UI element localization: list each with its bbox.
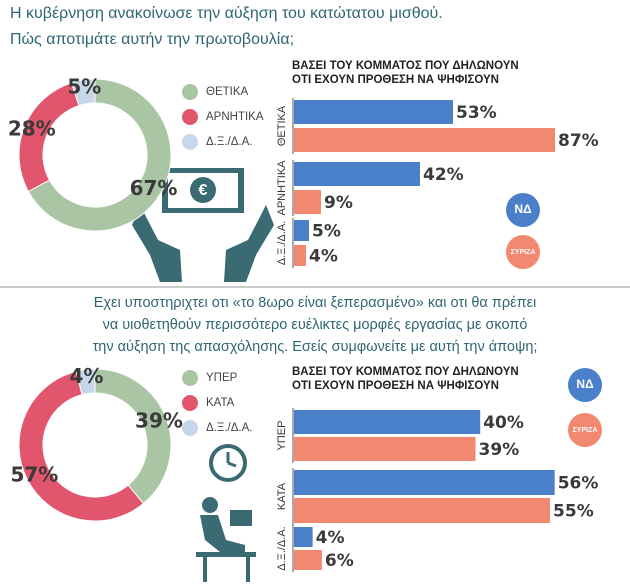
value-label: 39% <box>479 440 520 460</box>
value-label: 4% <box>316 528 345 548</box>
category-label: ΘΕΤΙΚΑ <box>276 105 288 146</box>
legend-label: ΝΔ <box>576 377 594 391</box>
svg-text:€: € <box>199 182 208 199</box>
bar <box>294 527 313 547</box>
donut-segment <box>70 78 96 107</box>
value-label: 53% <box>456 103 497 123</box>
category-label: ΥΠΕΡ <box>276 421 288 451</box>
bar <box>294 437 476 461</box>
bar <box>294 410 481 434</box>
value-label: 5% <box>67 74 101 98</box>
donut-segment <box>27 78 172 232</box>
legend-label: ΑΡΝΗΤΙΚΑ <box>206 111 264 123</box>
category-label: ΑΡΝΗΤΙΚΑ <box>276 160 288 216</box>
chart-title: Πώς αποτιμάτε αυτήν την πρωτοβουλία; <box>10 31 294 48</box>
legend-logo <box>506 193 540 227</box>
legend-logo <box>568 413 602 447</box>
category-label: Δ.Ξ./Δ.Α. <box>276 221 288 265</box>
legend-swatch <box>182 134 198 150</box>
value-label: 40% <box>483 413 524 433</box>
legend-label: ΣΥΡΙΖΑ <box>511 249 536 256</box>
legend-label: ΘΕΤΙΚΑ <box>206 86 249 98</box>
bar <box>294 128 555 152</box>
work-icon <box>196 444 256 582</box>
value-label: 6% <box>325 551 354 571</box>
chart-title: ΟΤΙ ΕΧΟΥΝ ΠΡΟΘΕΣΗ ΝΑ ΨΗΦΙΣΟΥΝ <box>292 380 499 392</box>
legend-swatch <box>182 84 198 100</box>
bar <box>294 190 321 214</box>
value-label: 57% <box>10 462 58 486</box>
value-label: 4% <box>69 364 103 388</box>
category-label: ΚΑΤΑ <box>276 482 288 510</box>
legend-label: ΣΥΡΙΖΑ <box>573 427 598 434</box>
value-label: 87% <box>558 131 599 151</box>
legend-label: ΝΔ <box>514 202 532 216</box>
bar <box>294 220 309 241</box>
value-label: 42% <box>423 165 464 185</box>
bar <box>294 498 551 523</box>
chart-title: ΟΤΙ ΕΧΟΥΝ ΠΡΟΘΕΣΗ ΝΑ ΨΗΦΙΣΟΥΝ <box>292 74 499 86</box>
legend-swatch <box>182 109 198 125</box>
value-label: 9% <box>324 193 353 213</box>
chart-title: Η κυβέρνηση ανακοίνωσε την αύξηση του κα… <box>10 5 443 22</box>
value-label: 56% <box>558 474 599 494</box>
chart-title: ΒΑΣΕΙ ΤΟΥ ΚΟΜΜΑΤΟΣ ΠΟΥ ΔΗΛΩΝΟΥΝ <box>292 366 519 378</box>
legend-logo <box>506 235 540 269</box>
chart-title: να υιοθετηθούν περισσότερο ευέλικτες μορ… <box>103 317 528 333</box>
value-label: 28% <box>8 116 56 140</box>
legend-label: Δ.Ξ./Δ.Α. <box>206 136 252 148</box>
bar <box>294 162 420 186</box>
legend-swatch <box>182 370 198 386</box>
value-label: 4% <box>309 247 338 267</box>
value-label: 55% <box>553 502 594 522</box>
money-icon: € <box>132 168 274 282</box>
donut-segment <box>18 370 145 522</box>
value-label: 39% <box>135 408 183 432</box>
legend-swatch <box>182 395 198 411</box>
legend-logo <box>568 368 602 402</box>
value-label: 67% <box>130 176 178 200</box>
bar <box>294 100 453 124</box>
legend-swatch <box>182 420 198 436</box>
legend-label: Δ.Ξ./Δ.Α. <box>206 422 252 434</box>
legend-label: ΥΠΕΡ <box>206 372 238 384</box>
category-label: Δ.Ξ./Δ.Α. <box>276 526 288 570</box>
bar <box>294 245 306 266</box>
bar <box>294 470 555 495</box>
value-label: 5% <box>312 222 341 242</box>
chart-title: Εχει υποστηριχτει οτι «το 8ωρο είναι ξεπ… <box>94 295 537 311</box>
chart-title: την αύξηση της απασχόλησης. Εσείς συμφων… <box>93 339 538 355</box>
donut-segment <box>75 368 96 396</box>
legend-label: ΚΑΤΑ <box>206 397 235 409</box>
bar <box>294 550 322 570</box>
chart-title: ΒΑΣΕΙ ΤΟΥ ΚΟΜΜΑΤΟΣ ΠΟΥ ΔΗΛΩΝΟΥΝ <box>292 60 519 72</box>
